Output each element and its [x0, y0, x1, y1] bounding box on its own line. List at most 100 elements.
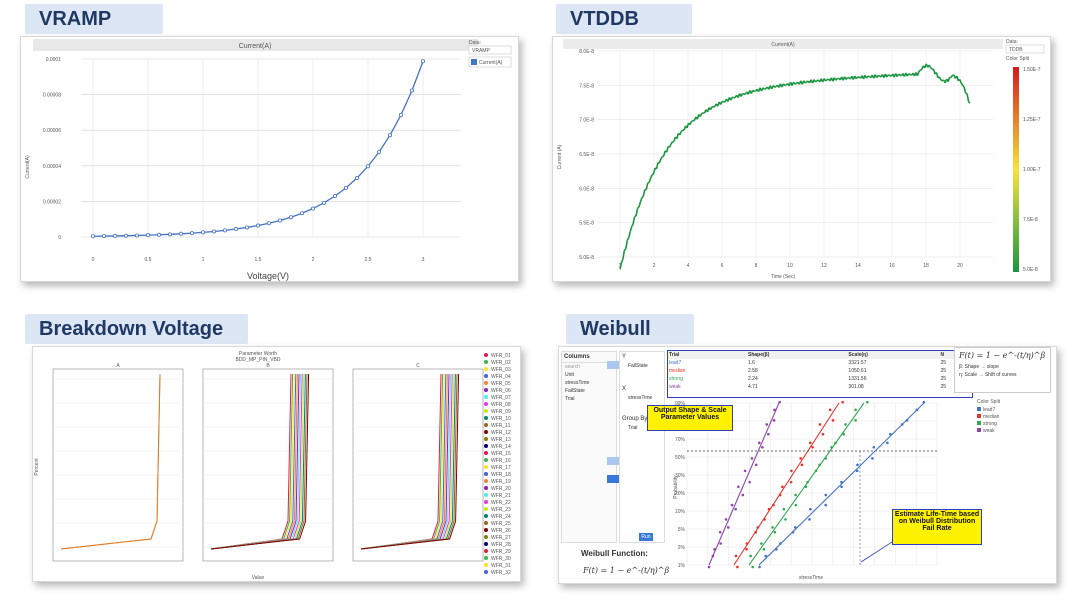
vramp-x-tick: 2.5: [365, 257, 372, 263]
weibull-point: [764, 554, 768, 558]
breakdown-legend-swatch: [484, 409, 488, 413]
weibull-function-label: Weibull Function:: [581, 549, 648, 558]
weibull-point: [749, 554, 752, 558]
weibull-point: [794, 493, 797, 497]
row-shape: 2.24: [748, 376, 758, 382]
vtddb-series-segment: [940, 79, 943, 82]
vtddb-data-value: TDDB: [1009, 47, 1023, 53]
vramp-point: [310, 206, 315, 211]
vtddb-series-segment: [665, 146, 669, 153]
vtddb-data-label: Data:: [1006, 39, 1018, 45]
vramp-point: [178, 231, 183, 236]
x-role-value[interactable]: stressTime: [628, 395, 653, 401]
vramp-y-tick: 0.0001: [46, 57, 62, 63]
breakdown-legend-item: WFR_20: [491, 486, 511, 492]
role-add-button-2[interactable]: [607, 457, 619, 465]
breakdown-legend-swatch: [484, 493, 488, 497]
vramp-legend-label: Current(A): [479, 60, 503, 66]
y-role-label: Y: [622, 354, 627, 360]
breakdown-legend-item: WFR_31: [491, 563, 511, 569]
table-row: median 2.58 1050.61 25: [668, 367, 972, 375]
weibull-point: [854, 408, 857, 412]
vtddb-series-segment: [642, 189, 646, 197]
vtddb-x-tick: 12: [821, 263, 827, 269]
vramp-point: [135, 233, 140, 238]
breakdown-legend-swatch: [484, 570, 488, 574]
weibull-point: [762, 548, 766, 551]
breakdown-series-line: [210, 373, 310, 550]
vtddb-series-segment: [794, 82, 797, 85]
vtddb-x-tick: 18: [923, 263, 929, 269]
weibull-point: [889, 432, 892, 436]
vtddb-x-tick: 14: [855, 263, 861, 269]
vramp-data-select[interactable]: [468, 45, 512, 55]
vramp-x-tick: 2: [312, 257, 315, 263]
vtddb-series-segment: [950, 74, 954, 78]
column-stresstime[interactable]: stressTime: [565, 380, 590, 386]
breakdown-subtitle: BDD_MP_PIN_VBD: [235, 357, 280, 363]
vtddb-series-segment: [652, 167, 656, 174]
vtddb-series-segment: [792, 81, 796, 85]
vtddb-series-segment: [876, 75, 879, 79]
vtddb-series-segment: [680, 129, 684, 133]
weibull-point: [821, 432, 825, 436]
role-add-button-3[interactable]: [607, 475, 619, 483]
breakdown-legend-item: WFR_25: [491, 521, 511, 527]
breakdown-legend-swatch: [484, 360, 488, 364]
breakdown-legend-item: WFR_09: [491, 409, 511, 415]
vtddb-series-segment: [845, 77, 849, 80]
breakdown-legend-item: WFR_12: [491, 430, 511, 436]
weibull-point: [778, 400, 781, 404]
vramp-xlabel: Voltage(V): [247, 271, 289, 281]
vramp-point: [222, 228, 227, 233]
weibull-point: [804, 485, 808, 489]
weibull-xlabel: stressTime: [799, 575, 823, 581]
weibull-point: [800, 463, 804, 467]
vramp-y-tick: 0.00008: [43, 93, 61, 99]
vtddb-color-scale: [1013, 67, 1019, 272]
weibull-point: [711, 554, 715, 558]
role-add-button-1[interactable]: [607, 361, 619, 369]
weibull-point: [811, 445, 814, 449]
weibull-point: [844, 423, 847, 426]
breakdown-legend-item: WFR_01: [491, 353, 511, 359]
weibull-point: [824, 503, 827, 507]
breakdown-legend-item: WFR_10: [491, 416, 511, 422]
weibull-point: [866, 400, 869, 404]
th-shape: Shape(β): [748, 352, 770, 358]
group-role-value[interactable]: Trial: [628, 425, 638, 431]
breakdown-legend-swatch: [484, 353, 488, 357]
weibull-point: [719, 542, 722, 545]
breakdown-legend-swatch: [484, 528, 488, 532]
vramp-point: [113, 233, 118, 238]
breakdown-legend-item: WFR_23: [491, 507, 511, 513]
vramp-section-tag: VRAMP: [25, 4, 163, 34]
weibull-point: [806, 480, 809, 484]
vtddb-series-segment: [661, 155, 665, 158]
column-search[interactable]: search: [565, 364, 581, 370]
vtddb-series-segment: [784, 84, 787, 87]
vtddb-series-segment: [699, 113, 703, 117]
row-trial: lead7: [669, 360, 682, 366]
column-trial[interactable]: Trial: [565, 396, 575, 402]
vtddb-data-select[interactable]: [1005, 44, 1045, 54]
vramp-data-value: VRAMP: [472, 48, 490, 54]
vramp-point: [189, 231, 194, 236]
run-button[interactable]: Run: [639, 533, 653, 541]
column-unit[interactable]: Unit: [565, 372, 574, 378]
vtddb-color-tick: 1.25E-7: [1023, 117, 1041, 123]
y-role-value[interactable]: FailState: [628, 363, 648, 369]
column-failstate[interactable]: FailState: [565, 388, 585, 394]
vtddb-series-segment: [835, 78, 838, 81]
vramp-ylabel: Current(A): [25, 155, 31, 179]
vramp-point: [266, 221, 271, 226]
vtddb-series-segment: [816, 79, 819, 82]
weibull-point: [784, 518, 787, 521]
vtddb-series-segment: [814, 80, 818, 83]
weibull-point: [840, 480, 843, 484]
breakdown-legend-swatch: [484, 444, 488, 448]
breakdown-legend-swatch: [484, 458, 488, 462]
vtddb-series-segment: [636, 206, 640, 210]
vtddb-series-segment: [772, 85, 776, 88]
vtddb-y-tick: 6.5E-8: [579, 152, 594, 158]
